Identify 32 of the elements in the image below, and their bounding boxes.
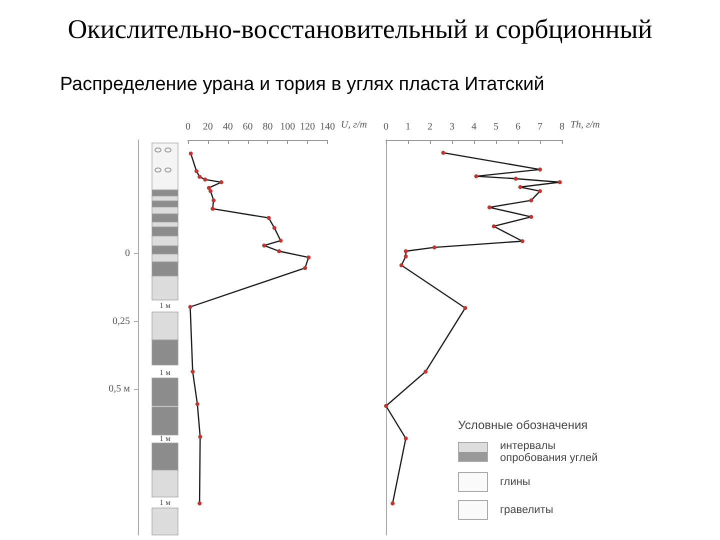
x-tick-label: 80	[262, 122, 273, 132]
x-tick-label: 100	[280, 122, 296, 132]
x-tick-label: 60	[242, 122, 253, 132]
x-tick-label: 8	[560, 122, 564, 132]
x-tick-label: 0	[384, 122, 388, 132]
text: 1 м	[159, 498, 171, 507]
x-tick-label: 6	[516, 122, 520, 132]
x-tick-label: 140	[320, 122, 335, 132]
chart-subtitle: Распределение урана и тория в углях пласта Итатский	[60, 74, 544, 96]
text: 1 м	[159, 301, 171, 310]
x-tick-label: 1	[406, 122, 410, 132]
x-tick-label: 120	[300, 122, 316, 132]
x-tick-label: 0	[186, 122, 190, 132]
text: 1 м	[159, 368, 171, 377]
y-tick-label: 0	[125, 248, 130, 260]
y-tick-label: 0,25	[112, 316, 130, 327]
x-axis-title: Th, г/т	[570, 120, 600, 130]
annotation: интервалы опробования углей	[500, 440, 599, 464]
text: 1 м	[159, 434, 171, 443]
chart-title: Окислительно-восстановительный и сорбционный	[66, 14, 654, 45]
x-tick-label: 2	[428, 122, 432, 132]
x-tick-label: 40	[222, 122, 233, 132]
x-tick-label: 5	[494, 122, 498, 132]
x-tick-label: 4	[472, 122, 476, 132]
y-tick-label: 0,5 м	[108, 383, 131, 394]
annotation: Условные обозначения	[458, 418, 589, 432]
x-tick-label: 7	[538, 122, 542, 132]
x-tick-label: 3	[450, 122, 454, 132]
x-axis-title: U, г/т	[340, 120, 367, 130]
x-tick-label: 20	[202, 122, 213, 132]
annotation: глины	[500, 476, 530, 488]
annotation: гравелиты	[500, 504, 554, 516]
